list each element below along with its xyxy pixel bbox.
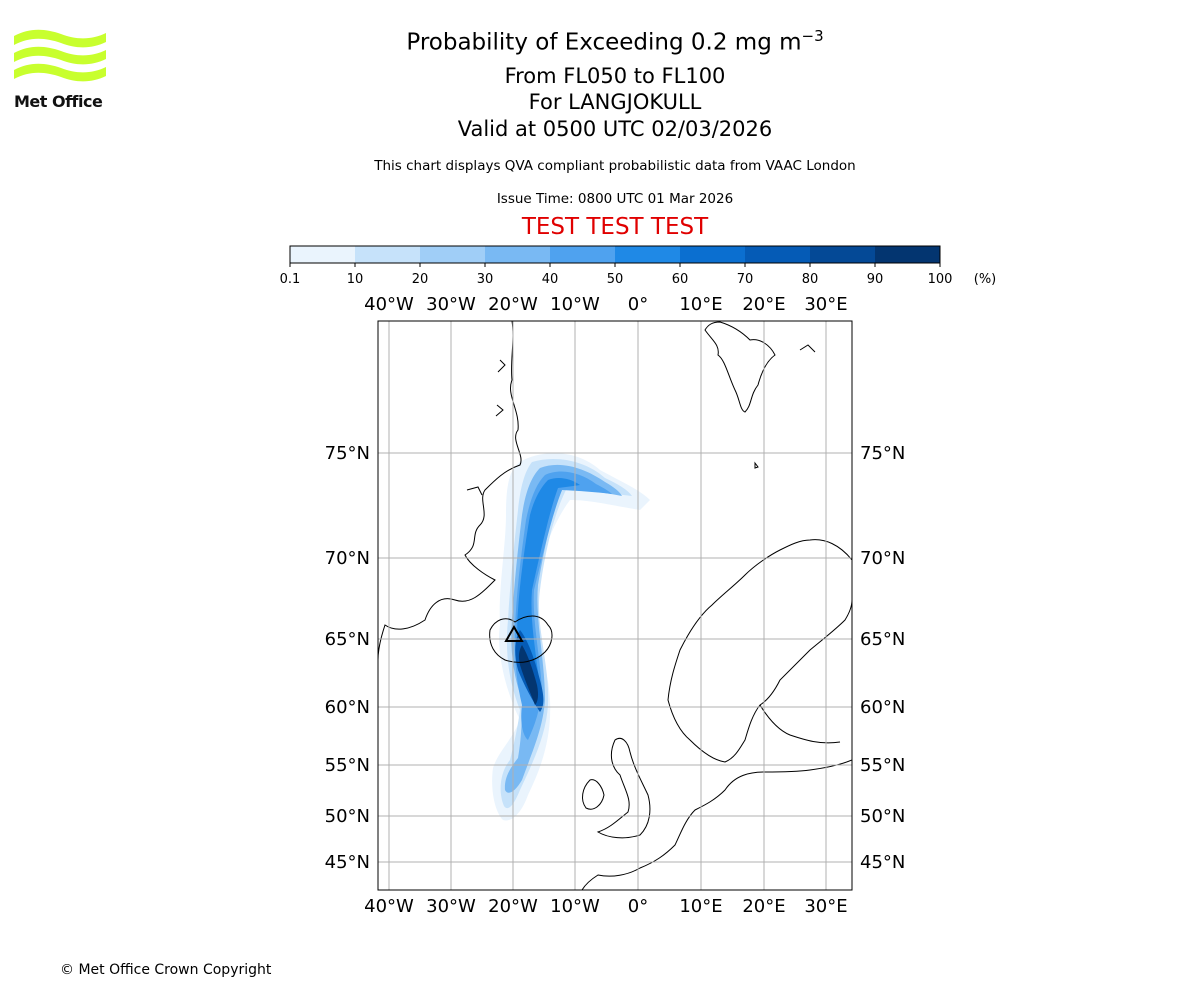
- colorbar-unit: (%): [974, 272, 997, 287]
- lon-label: 20°W: [488, 294, 538, 315]
- graticule: [378, 321, 852, 890]
- colorbar-tick-label: 20: [412, 272, 429, 287]
- colorbar-tick-label: 0.1: [280, 272, 301, 287]
- lat-labels-left: 75°N 70°N 65°N 60°N 55°N 50°N 45°N: [325, 443, 370, 873]
- lat-label: 70°N: [325, 548, 370, 569]
- lat-label: 50°N: [325, 806, 370, 827]
- lat-label: 75°N: [860, 443, 905, 464]
- coastlines: [378, 321, 852, 890]
- colorbar-tick-label: 30: [477, 272, 494, 287]
- colorbar-tick-label: 40: [542, 272, 559, 287]
- colorbar: 0.1 10 20 30 40 50 60 70 80 90 100 (%): [280, 245, 997, 287]
- colorbar-cell: [550, 246, 616, 263]
- colorbar-cell: [420, 246, 486, 263]
- colorbar-cell: [355, 246, 421, 263]
- colorbar-cell: [745, 246, 811, 263]
- colorbar-cell: [810, 246, 876, 263]
- lon-label: 10°E: [679, 294, 722, 315]
- lat-label: 45°N: [325, 852, 370, 873]
- lon-label: 20°E: [742, 294, 785, 315]
- lon-label: 40°W: [364, 294, 414, 315]
- test-banner: TEST TEST TEST: [521, 214, 709, 240]
- volcano-triangle-icon: [504, 624, 524, 642]
- lon-label: 20°W: [488, 896, 538, 917]
- colorbar-tick-label: 70: [737, 272, 754, 287]
- lon-label: 30°E: [804, 896, 847, 917]
- chart-description: This chart displays QVA compliant probab…: [374, 158, 856, 174]
- logo-wordmark: Met Office: [14, 92, 103, 111]
- ash-plume: [492, 453, 650, 821]
- colorbar-cell: [680, 246, 746, 263]
- colorbar-cell: [290, 246, 356, 263]
- colorbar-cell: [485, 246, 551, 263]
- lat-labels-right: 75°N 70°N 65°N 60°N 55°N 50°N 45°N: [860, 443, 905, 873]
- valid-time: Valid at 0500 UTC 02/03/2026: [457, 117, 773, 141]
- lon-label: 30°W: [426, 896, 476, 917]
- lon-label: 0°: [628, 294, 648, 315]
- issue-time: Issue Time: 0800 UTC 01 Mar 2026: [496, 191, 734, 207]
- lon-label: 10°W: [550, 294, 600, 315]
- lat-label: 60°N: [860, 697, 905, 718]
- colorbar-tick-label: 60: [672, 272, 689, 287]
- volcano-name: For LANGJOKULL: [528, 90, 702, 114]
- lat-label: 60°N: [325, 697, 370, 718]
- lon-labels-top: 40°W 30°W 20°W 10°W 0° 10°E 20°E 30°E: [364, 294, 847, 315]
- lat-label: 65°N: [860, 629, 905, 650]
- lon-label: 0°: [628, 896, 648, 917]
- colorbar-cell: [615, 246, 681, 263]
- lon-labels-bottom: 40°W 30°W 20°W 10°W 0° 10°E 20°E 30°E: [364, 896, 847, 917]
- lon-label: 10°E: [679, 896, 722, 917]
- met-office-logo-waves: [14, 29, 106, 82]
- chart-title: Probability of Exceeding 0.2 mg m−3: [406, 27, 824, 56]
- lat-label: 65°N: [325, 629, 370, 650]
- lon-label: 20°E: [742, 896, 785, 917]
- lon-label: 30°W: [426, 294, 476, 315]
- lat-label: 55°N: [860, 755, 905, 776]
- copyright: © Met Office Crown Copyright: [60, 962, 272, 978]
- colorbar-tick-label: 10: [347, 272, 364, 287]
- colorbar-tick-label: 80: [802, 272, 819, 287]
- lat-label: 45°N: [860, 852, 905, 873]
- flight-levels: From FL050 to FL100: [504, 64, 726, 88]
- lat-label: 75°N: [325, 443, 370, 464]
- map-frame: [377, 320, 853, 891]
- colorbar-tick-label: 50: [607, 272, 624, 287]
- lat-label: 55°N: [325, 755, 370, 776]
- colorbar-tick-label: 100: [928, 272, 953, 287]
- lat-label: 70°N: [860, 548, 905, 569]
- colorbar-cell: [875, 246, 941, 263]
- lon-label: 30°E: [804, 294, 847, 315]
- lon-label: 10°W: [550, 896, 600, 917]
- colorbar-tick-label: 90: [867, 272, 884, 287]
- lon-label: 40°W: [364, 896, 414, 917]
- lat-label: 50°N: [860, 806, 905, 827]
